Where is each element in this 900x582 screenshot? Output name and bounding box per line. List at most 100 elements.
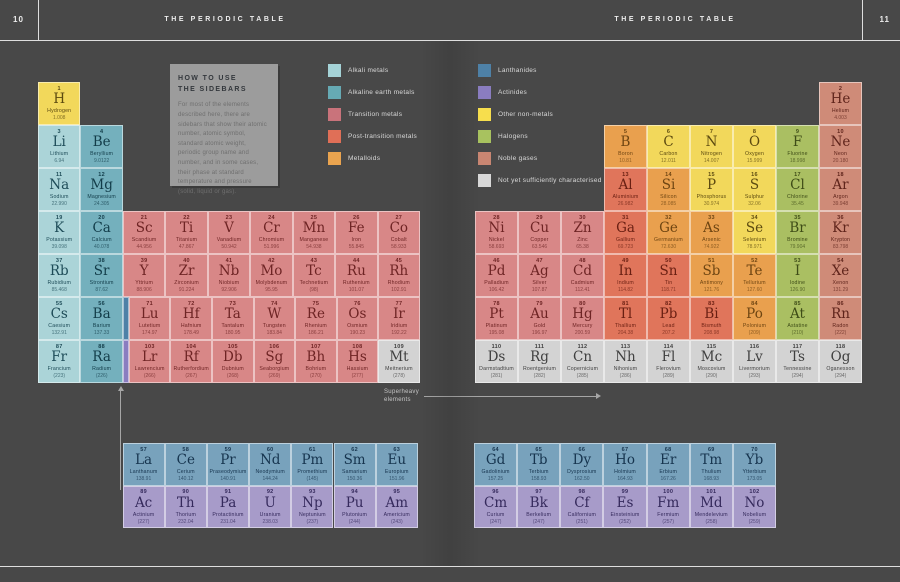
element-cell-Mc: 115 Mc Moscovium (290) — [690, 340, 733, 383]
atomic-weight: (290) — [705, 373, 718, 380]
element-cell-Cs: 55 Cs Caesium 132.91 — [38, 297, 81, 340]
element-cell-Pa: 91 Pa Protactinium 231.04 — [206, 485, 250, 528]
element-name: Argon — [833, 194, 848, 201]
element-symbol: Md — [700, 494, 723, 511]
element-name: Sulphur — [744, 194, 765, 201]
element-cell-Sm: 62 Sm Samarium 150.36 — [333, 443, 376, 486]
element-name: Polonium — [742, 323, 767, 330]
element-cell-Cm: 96 Cm Curium (247) — [474, 485, 518, 528]
element-name: Antimony — [699, 280, 724, 287]
atomic-weight: 151.96 — [389, 476, 405, 483]
element-symbol: Er — [660, 452, 677, 468]
atomic-weight: (293) — [748, 373, 761, 380]
element-name: Germanium — [654, 237, 683, 244]
element-cell-Rg: 111 Rg Roentgenium (282) — [518, 340, 561, 383]
element-cell-Zn: 30 Zn Zinc 65.38 — [561, 211, 604, 254]
header-rule — [0, 40, 900, 41]
element-symbol: Sr — [93, 263, 110, 279]
atomic-number: 86 — [837, 300, 844, 307]
element-name: Strontium — [89, 280, 114, 287]
atomic-number: 53 — [794, 257, 801, 264]
element-cell-Li: 3 Li Lithium 6.94 — [38, 125, 81, 168]
element-symbol: Pm — [301, 452, 324, 468]
atomic-weight: 12.011 — [661, 158, 676, 165]
atomic-number: 8 — [752, 128, 757, 135]
atomic-number: 10 — [837, 128, 844, 135]
element-name: Silver — [532, 280, 547, 287]
element-symbol: Pa — [219, 494, 237, 511]
element-name: Niobium — [218, 280, 240, 287]
atomic-number: 117 — [792, 343, 803, 350]
element-cell-Pu: 94 Pu Plutonium (244) — [333, 485, 376, 528]
element-cell-P: 15 P Phosphorus 30.974 — [690, 168, 733, 211]
element-symbol: Se — [745, 220, 764, 236]
atomic-number: 97 — [535, 489, 543, 495]
element-symbol: Zr — [178, 263, 195, 279]
howto-title-line2: THE SIDEBARS — [178, 86, 247, 94]
legend-label: Actinides — [498, 89, 528, 96]
atomic-number: 17 — [794, 171, 801, 178]
element-name: Ytterbium — [742, 469, 767, 476]
atomic-weight: 40.078 — [94, 244, 110, 251]
element-cell-I: 53 I Iodine 126.90 — [776, 254, 819, 297]
atomic-weight: 168.93 — [703, 476, 719, 483]
atomic-number: 2 — [838, 85, 843, 92]
element-cell-Ti: 22 Ti Titanium 47.867 — [165, 211, 208, 254]
element-symbol: Sc — [135, 220, 153, 236]
atomic-weight: 6.94 — [54, 158, 65, 165]
element-name: Copper — [530, 237, 549, 244]
atomic-number: 102 — [749, 489, 760, 495]
element-name: Protactinium — [212, 511, 244, 518]
element-name: Vanadium — [216, 237, 242, 244]
element-cell-Bk: 97 Bk Berkelium (247) — [517, 485, 561, 528]
running-head-left: THE PERIODIC TABLE — [164, 16, 286, 23]
atomic-number: 31 — [622, 214, 629, 221]
legend-label: Noble gases — [498, 155, 538, 162]
element-cell-Ar: 18 Ar Argon 39.948 — [819, 168, 862, 211]
atomic-weight: 54.938 — [306, 244, 322, 251]
atomic-weight: 14.007 — [703, 158, 720, 165]
element-name: Gadolinium — [481, 469, 510, 476]
atomic-weight: 92.906 — [221, 287, 237, 294]
element-symbol: In — [618, 263, 633, 279]
element-name: Tungsten — [262, 323, 286, 330]
element-name: Fluorine — [787, 151, 808, 158]
atomic-number: 29 — [536, 214, 543, 221]
element-symbol: Rf — [183, 349, 199, 365]
atomic-number: 33 — [708, 214, 715, 221]
header-tick-left — [38, 0, 39, 40]
element-name: Nobelium — [742, 511, 767, 518]
atomic-number: 6 — [666, 128, 671, 135]
atomic-number: 28 — [493, 214, 500, 221]
element-symbol: C — [663, 134, 674, 150]
element-symbol: K — [54, 220, 65, 236]
atomic-number: 77 — [395, 300, 403, 307]
element-name: Hassium — [346, 366, 369, 373]
element-name: Nitrogen — [700, 151, 723, 158]
element-symbol: Fr — [51, 349, 68, 365]
element-name: Osmium — [347, 323, 368, 330]
element-name: Indium — [617, 280, 634, 287]
atomic-weight: 72.630 — [660, 244, 677, 251]
atomic-weight: 88.906 — [136, 287, 152, 294]
element-symbol: Ga — [616, 220, 635, 236]
element-name: Aluminium — [612, 194, 639, 201]
atomic-weight: 28.085 — [660, 201, 677, 208]
element-cell-Mo: 42 Mo Molybdenum 95.95 — [250, 254, 293, 297]
element-name: Cobalt — [390, 237, 407, 244]
element-symbol: La — [135, 452, 153, 468]
element-cell-Ts: 117 Ts Tennessine (294) — [776, 340, 819, 383]
element-symbol: Ir — [393, 306, 405, 322]
atomic-weight: 51.996 — [263, 244, 280, 251]
element-cell-Be: 4 Be Beryllium 9.0122 — [80, 125, 123, 168]
atomic-weight: (210) — [791, 330, 804, 337]
element-name: Calcium — [91, 237, 112, 244]
element-symbol: Cl — [790, 177, 805, 193]
atomic-number: 39 — [140, 257, 148, 264]
element-symbol: Lv — [746, 349, 763, 365]
atomic-number: 68 — [664, 446, 672, 453]
element-symbol: Th — [176, 494, 195, 511]
element-symbol: Be — [92, 134, 111, 150]
atomic-weight: 127.60 — [746, 287, 763, 294]
atomic-number: 40 — [183, 257, 190, 264]
